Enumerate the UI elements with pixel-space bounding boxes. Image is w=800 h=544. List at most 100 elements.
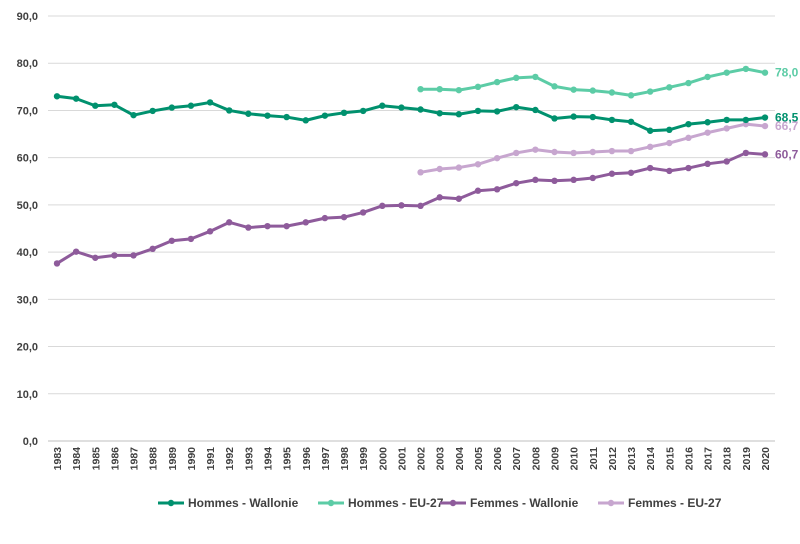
x-tick-label: 1997 <box>320 447 332 471</box>
x-tick-label: 1998 <box>339 447 351 471</box>
data-point <box>226 219 233 226</box>
y-tick-label: 60,0 <box>17 153 38 165</box>
data-point <box>168 104 176 111</box>
data-point <box>570 176 577 184</box>
data-point <box>474 187 482 194</box>
data-point <box>436 85 443 93</box>
series-line <box>55 94 767 133</box>
data-point <box>283 113 290 121</box>
data-point <box>742 65 750 73</box>
x-tick-label: 2012 <box>607 447 619 471</box>
data-point <box>206 99 214 106</box>
data-point <box>398 104 405 111</box>
data-point <box>53 260 61 267</box>
x-tick-label: 1989 <box>167 447 179 471</box>
data-point <box>570 86 577 93</box>
x-tick-label: 2019 <box>741 447 753 471</box>
data-point <box>704 160 711 168</box>
series-line <box>55 151 767 265</box>
data-point <box>685 79 692 87</box>
data-point <box>130 252 137 259</box>
legend-swatch-marker <box>607 499 615 507</box>
end-label: 66,7 <box>775 119 799 133</box>
x-tick-label: 2018 <box>722 447 734 471</box>
x-tick-label: 2005 <box>473 447 485 471</box>
data-point <box>398 202 405 209</box>
data-point <box>111 252 118 259</box>
legend-label: Femmes - EU-27 <box>628 496 722 510</box>
data-point <box>226 107 233 114</box>
data-point <box>72 248 80 255</box>
y-tick-label: 90,0 <box>17 11 38 23</box>
end-label: 68,5 <box>775 111 799 125</box>
x-tick-label: 2006 <box>492 447 504 471</box>
data-point <box>92 102 99 109</box>
data-point <box>111 101 118 108</box>
series-hommes-wallonie <box>53 93 769 134</box>
data-point <box>723 116 730 124</box>
data-point <box>53 93 61 100</box>
x-tick-label: 2016 <box>683 447 695 471</box>
data-point <box>666 84 673 91</box>
legend-label: Femmes - Wallonie <box>470 496 579 510</box>
y-tick-label: 50,0 <box>17 200 38 212</box>
data-point <box>283 222 290 230</box>
legend-item: Hommes - EU-27 <box>318 496 444 510</box>
x-tick-label: 1985 <box>90 447 102 471</box>
data-point <box>264 112 271 119</box>
data-point <box>340 213 348 221</box>
data-point <box>513 149 520 157</box>
y-axis-tick-labels: 0,0 10,0 20,0 30,0 40,0 50,0 60,0 70,0 80,0 90,0 <box>17 11 38 448</box>
x-tick-label: 2004 <box>454 447 466 471</box>
x-tick-label: 1986 <box>109 447 121 471</box>
data-point <box>761 122 769 130</box>
data-point <box>493 78 501 86</box>
data-point <box>474 83 482 91</box>
x-tick-label: 1993 <box>243 447 255 471</box>
data-point <box>646 127 654 134</box>
x-tick-label: 2014 <box>645 447 657 471</box>
data-point <box>379 102 386 109</box>
data-point <box>302 219 309 226</box>
x-tick-label: 1992 <box>224 447 236 471</box>
data-point <box>589 87 596 94</box>
y-tick-label: 20,0 <box>17 342 38 354</box>
x-tick-label: 1999 <box>358 447 370 471</box>
data-point <box>551 83 558 90</box>
data-point <box>532 146 539 153</box>
data-point <box>704 119 711 126</box>
data-point <box>513 103 520 111</box>
x-tick-label: 2002 <box>416 447 428 471</box>
data-point <box>666 167 673 175</box>
data-point <box>72 95 80 102</box>
data-point <box>627 92 635 99</box>
data-point <box>245 110 252 117</box>
data-point <box>704 73 711 81</box>
series-line <box>419 122 767 174</box>
data-point <box>723 125 730 132</box>
data-point <box>685 134 692 142</box>
x-tick-label: 2003 <box>435 447 447 471</box>
series-femmes-wallonie <box>53 149 769 267</box>
data-point <box>704 129 711 136</box>
y-tick-label: 80,0 <box>17 58 38 70</box>
x-tick-label: 2007 <box>511 447 523 471</box>
data-point <box>417 106 424 113</box>
data-point <box>608 116 616 124</box>
x-tick-label: 2000 <box>377 447 389 471</box>
x-tick-label: 2010 <box>569 447 581 471</box>
x-tick-label: 2011 <box>588 447 600 470</box>
legend-swatch-marker <box>167 499 175 507</box>
data-point <box>168 237 176 244</box>
data-point <box>685 120 692 128</box>
x-tick-label: 2008 <box>530 447 542 471</box>
x-tick-label: 1984 <box>71 447 83 471</box>
data-point <box>646 88 654 95</box>
legend-item: Femmes - EU-27 <box>598 496 722 510</box>
data-point <box>532 106 539 114</box>
x-tick-label: 2001 <box>396 447 408 471</box>
data-point <box>302 117 309 124</box>
data-point <box>551 177 558 185</box>
data-point <box>493 186 501 193</box>
